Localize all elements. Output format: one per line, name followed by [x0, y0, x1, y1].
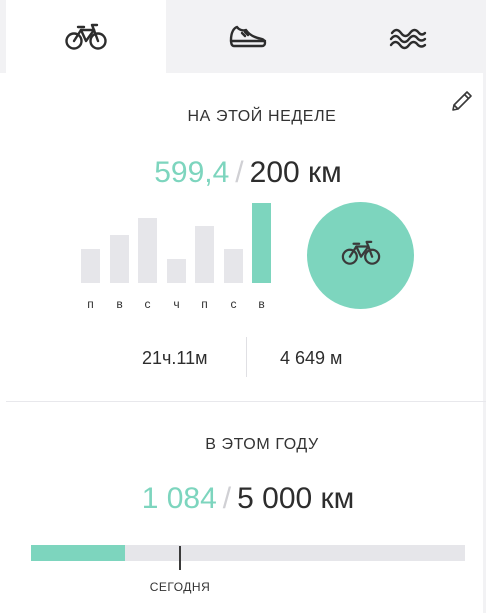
week-day-label: ч: [173, 297, 180, 311]
year-distance-target: 5 000 км: [237, 482, 355, 515]
panel-edge: [483, 73, 486, 613]
year-distance-done: 1 084: [141, 482, 217, 515]
year-progress-fill: [31, 545, 125, 561]
stat-divider: [246, 337, 247, 377]
activity-tabs: [0, 0, 486, 73]
today-label: СЕГОДНЯ: [149, 580, 211, 594]
week-distance-done: 599,4: [154, 156, 230, 189]
week-day-label: в: [258, 297, 265, 311]
year-goal: 1 084/5 000 км: [0, 482, 486, 516]
week-goal: 599,4/200 км: [0, 156, 486, 190]
week-distance-target: 200 км: [249, 156, 342, 189]
week-day-bar: [195, 226, 214, 283]
tab-swimming[interactable]: [330, 0, 486, 73]
week-elevation: 4 649 м: [280, 348, 343, 368]
pencil-icon: [450, 91, 474, 117]
week-day-label: с: [230, 297, 237, 311]
week-time: 21ч.11м: [142, 348, 208, 368]
bicycle-icon: [65, 23, 107, 51]
week-day-bar: [224, 249, 243, 283]
tab-cycling[interactable]: [6, 0, 166, 73]
week-day-bar: [81, 249, 100, 283]
week-day-bar: [138, 218, 157, 283]
week-day-label: в: [116, 297, 123, 311]
start-cycling-button[interactable]: [307, 202, 414, 309]
waves-icon: [388, 24, 428, 50]
week-title: НА ЭТОЙ НЕДЕЛЕ: [187, 108, 337, 125]
week-day-bar: [167, 259, 186, 283]
section-divider: [6, 401, 486, 402]
today-marker: [179, 546, 181, 570]
week-day-label: п: [201, 297, 208, 311]
week-goal-separator: /: [235, 156, 244, 189]
bicycle-icon: [340, 240, 382, 271]
week-day-bar: [252, 203, 271, 283]
year-goal-separator: /: [222, 482, 232, 515]
year-progress-bar: [31, 545, 465, 561]
year-title: В ЭТОМ ГОДУ: [205, 436, 319, 453]
tab-running[interactable]: [166, 0, 330, 73]
week-day-label: с: [144, 297, 151, 311]
running-shoe-icon: [228, 24, 268, 50]
edit-goal-button[interactable]: [450, 89, 474, 113]
week-day-label: п: [87, 297, 94, 311]
week-day-bar: [110, 235, 129, 283]
